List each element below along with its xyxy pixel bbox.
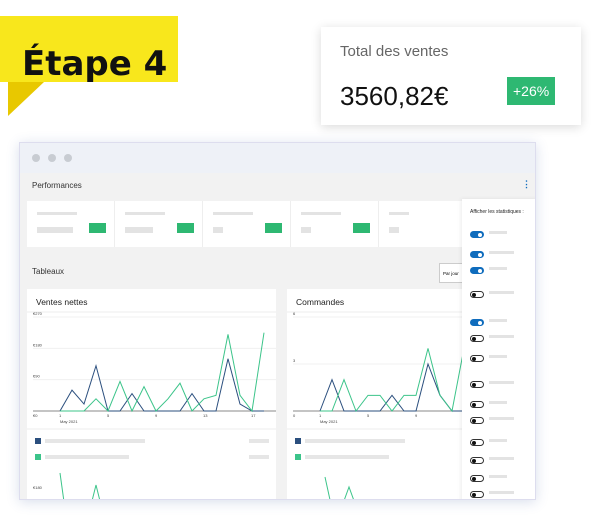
y-tick-label: €270 [33, 311, 43, 316]
total-value: 3560,82€ [340, 81, 449, 111]
x-axis-label: May 2021 [60, 419, 78, 424]
chart-card-ventes: Ventes nettes €0 €90 €180 €270 1 5 9 13 17 May 20… [27, 289, 276, 499]
stat-toggle[interactable] [470, 381, 484, 388]
x-tick-label: 17 [251, 413, 256, 418]
stat-toggle[interactable] [470, 355, 484, 362]
legend-checkbox [295, 454, 301, 460]
total-sales-card: Total des ventes 3560,82€ +26% [321, 27, 581, 125]
toggle-label-placeholder [489, 475, 507, 478]
x-axis-label: May 2021 [320, 419, 338, 424]
y-tick-label: 3 [293, 358, 296, 363]
section-tableaux: Tableaux [32, 267, 65, 276]
series-line-2 [60, 332, 265, 413]
dashboard-window: Performances ⋮ Tableaux Par jour Ventes … [19, 142, 536, 500]
y-tick-label: €90 [33, 374, 40, 379]
series-line-1 [319, 362, 464, 412]
stat-toggle[interactable] [470, 291, 484, 298]
kpi-tile[interactable] [291, 201, 379, 247]
kpi-tile[interactable] [27, 201, 115, 247]
second-chart-line [59, 472, 101, 499]
x-tick-label: 9 [155, 413, 158, 418]
window-dot [48, 154, 56, 162]
toggle-label-placeholder [489, 319, 507, 322]
more-options-icon[interactable]: ⋮ [522, 179, 531, 189]
step-label: Étape 4 [22, 44, 168, 84]
x-tick-label: 1 [319, 413, 322, 418]
toggle-label-placeholder [489, 417, 514, 420]
legend-checkbox [295, 438, 301, 444]
toggle-label-placeholder [489, 291, 514, 294]
stat-toggle[interactable] [470, 401, 484, 408]
toggle-label-placeholder [489, 457, 514, 460]
change-badge: +26% [507, 77, 556, 105]
toggle-label-placeholder [489, 381, 514, 384]
stat-toggle[interactable] [470, 457, 484, 464]
legend-placeholder [305, 455, 389, 459]
second-chart-line [324, 476, 354, 499]
y-tick-label: 0 [293, 413, 296, 418]
stat-toggle[interactable] [470, 335, 484, 342]
window-dot [32, 154, 40, 162]
toggle-label-placeholder [489, 491, 514, 494]
toggle-label-placeholder [489, 355, 507, 358]
section-performances: Performances [32, 181, 82, 190]
legend-placeholder [45, 455, 129, 459]
window-dot [64, 154, 72, 162]
stat-toggle[interactable] [470, 319, 484, 326]
legend-placeholder [305, 439, 405, 443]
value-placeholder [249, 455, 269, 459]
y-tick-label: €180 [33, 485, 43, 490]
x-tick-label: 1 [59, 413, 62, 418]
badge-tail [8, 82, 44, 116]
kpi-tile[interactable] [115, 201, 203, 247]
kpi-tile[interactable] [379, 201, 467, 247]
chart-title: Ventes nettes [36, 297, 88, 307]
legend-checkbox [35, 438, 41, 444]
title-bar [20, 143, 535, 173]
kpi-tile[interactable] [203, 201, 291, 247]
x-tick-label: 5 [367, 413, 370, 418]
toggle-label-placeholder [489, 251, 514, 254]
series-line-2 [320, 348, 465, 413]
step-badge: Étape 4 [0, 16, 178, 84]
value-placeholder [249, 439, 269, 443]
stats-panel: Afficher les statistiques : [462, 199, 535, 499]
stat-toggle[interactable] [470, 251, 484, 258]
legend-checkbox [35, 454, 41, 460]
stat-toggle[interactable] [470, 475, 484, 482]
ventes-chart: €0 €90 €180 €270 1 5 9 13 17 May 2021 €180 [27, 311, 276, 499]
x-tick-label: 13 [203, 413, 208, 418]
y-tick-label: €0 [33, 413, 38, 418]
stat-toggle[interactable] [470, 231, 484, 238]
toggle-label-placeholder [489, 335, 514, 338]
y-tick-label: €180 [33, 342, 43, 347]
total-label: Total des ventes [340, 43, 449, 60]
series-line-1 [59, 358, 264, 412]
toggle-label-placeholder [489, 401, 507, 404]
chart-title: Commandes [296, 297, 345, 307]
panel-title: Afficher les statistiques : [470, 209, 524, 215]
kpi-row [27, 201, 467, 247]
legend-placeholder [45, 439, 145, 443]
stat-toggle[interactable] [470, 491, 484, 498]
x-tick-label: 5 [107, 413, 110, 418]
toggle-label-placeholder [489, 439, 507, 442]
x-tick-label: 9 [415, 413, 418, 418]
toggle-label-placeholder [489, 231, 507, 234]
stat-toggle[interactable] [470, 267, 484, 274]
y-tick-label: 6 [293, 311, 296, 316]
stat-toggle[interactable] [470, 417, 484, 424]
toggle-label-placeholder [489, 267, 507, 270]
stat-toggle[interactable] [470, 439, 484, 446]
